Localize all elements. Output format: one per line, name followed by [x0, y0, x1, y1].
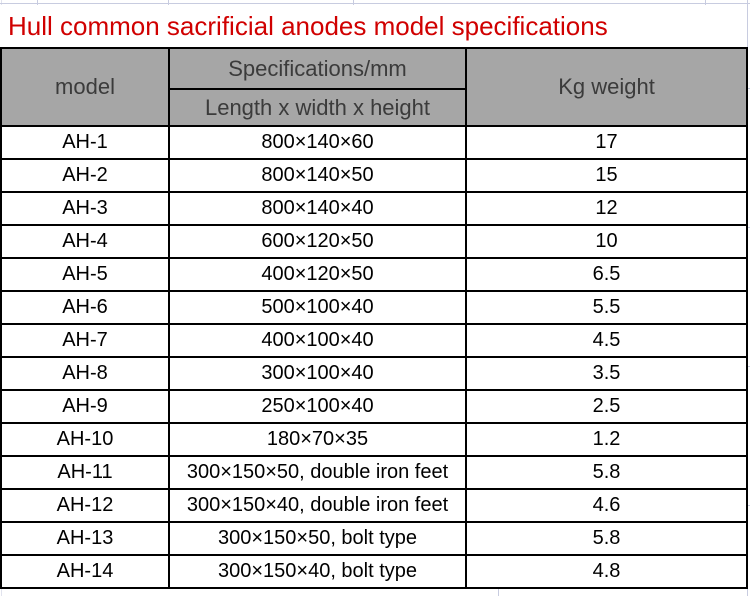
- cell-weight: 10: [465, 224, 748, 259]
- cell-weight: 3.5: [465, 356, 748, 391]
- column-header-weight: Kg weight: [465, 47, 748, 127]
- cell-weight: 4.8: [465, 554, 748, 589]
- cell-spec: 800×140×40: [168, 191, 467, 226]
- cell-weight: 4.5: [465, 323, 748, 358]
- spec-table: model Specifications/mm Kg weight Length…: [0, 47, 748, 589]
- cell-weight: 12: [465, 191, 748, 226]
- cell-model: AH-10: [0, 422, 170, 457]
- cell-weight: 1.2: [465, 422, 748, 457]
- cell-spec: 300×150×40, double iron feet: [168, 488, 467, 523]
- cell-model: AH-14: [0, 554, 170, 589]
- table-row: AH-11 300×150×50, double iron feet 5.8: [0, 455, 748, 490]
- gridline-top: [0, 3, 750, 4]
- cell-spec: 600×120×50: [168, 224, 467, 259]
- cell-model: AH-6: [0, 290, 170, 325]
- column-header-specifications: Specifications/mm: [168, 47, 467, 90]
- cell-spec: 250×100×40: [168, 389, 467, 424]
- cell-weight: 2.5: [465, 389, 748, 424]
- cell-model: AH-7: [0, 323, 170, 358]
- table-row: AH-12 300×150×40, double iron feet 4.6: [0, 488, 748, 523]
- cell-weight: 5.5: [465, 290, 748, 325]
- cell-weight: 4.6: [465, 488, 748, 523]
- table-row: AH-4 600×120×50 10: [0, 224, 748, 259]
- cell-model: AH-4: [0, 224, 170, 259]
- table-row: AH-5 400×120×50 6.5: [0, 257, 748, 292]
- cell-spec: 400×100×40: [168, 323, 467, 358]
- cell-model: AH-3: [0, 191, 170, 226]
- cell-spec: 300×150×50, double iron feet: [168, 455, 467, 490]
- table-header: model Specifications/mm Kg weight Length…: [0, 47, 748, 127]
- cell-weight: 5.8: [465, 521, 748, 556]
- cell-spec: 800×140×50: [168, 158, 467, 193]
- cell-spec: 300×150×50, bolt type: [168, 521, 467, 556]
- cell-model: AH-11: [0, 455, 170, 490]
- page-title: Hull common sacrificial anodes model spe…: [0, 5, 746, 47]
- gridline-tick: [498, 589, 499, 596]
- column-header-model: model: [0, 47, 170, 127]
- table-row: AH-9 250×100×40 2.5: [0, 389, 748, 424]
- cell-weight: 15: [465, 158, 748, 193]
- cell-spec: 300×100×40: [168, 356, 467, 391]
- cell-weight: 6.5: [465, 257, 748, 292]
- cell-model: AH-8: [0, 356, 170, 391]
- table-row: AH-3 800×140×40 12: [0, 191, 748, 226]
- table-block: Hull common sacrificial anodes model spe…: [0, 5, 748, 589]
- cell-model: AH-12: [0, 488, 170, 523]
- cell-model: AH-13: [0, 521, 170, 556]
- cell-weight: 17: [465, 125, 748, 160]
- table-row: AH-10 180×70×35 1.2: [0, 422, 748, 457]
- cell-model: AH-9: [0, 389, 170, 424]
- cell-spec: 180×70×35: [168, 422, 467, 457]
- column-header-dimensions: Length x width x height: [168, 88, 467, 127]
- cell-spec: 500×100×40: [168, 290, 467, 325]
- table-row: AH-6 500×100×40 5.5: [0, 290, 748, 325]
- table-body: AH-1 800×140×60 17 AH-2 800×140×50 15 AH…: [0, 125, 748, 589]
- cell-model: AH-2: [0, 158, 170, 193]
- table-row: AH-2 800×140×50 15: [0, 158, 748, 193]
- table-row: AH-13 300×150×50, bolt type 5.8: [0, 521, 748, 556]
- cell-spec: 300×150×40, bolt type: [168, 554, 467, 589]
- cell-model: AH-1: [0, 125, 170, 160]
- table-row: AH-1 800×140×60 17: [0, 125, 748, 160]
- cell-spec: 400×120×50: [168, 257, 467, 292]
- cell-model: AH-5: [0, 257, 170, 292]
- table-row: AH-7 400×100×40 4.5: [0, 323, 748, 358]
- table-row: AH-8 300×100×40 3.5: [0, 356, 748, 391]
- cell-spec: 800×140×60: [168, 125, 467, 160]
- cell-weight: 5.8: [465, 455, 748, 490]
- table-row: AH-14 300×150×40, bolt type 4.8: [0, 554, 748, 589]
